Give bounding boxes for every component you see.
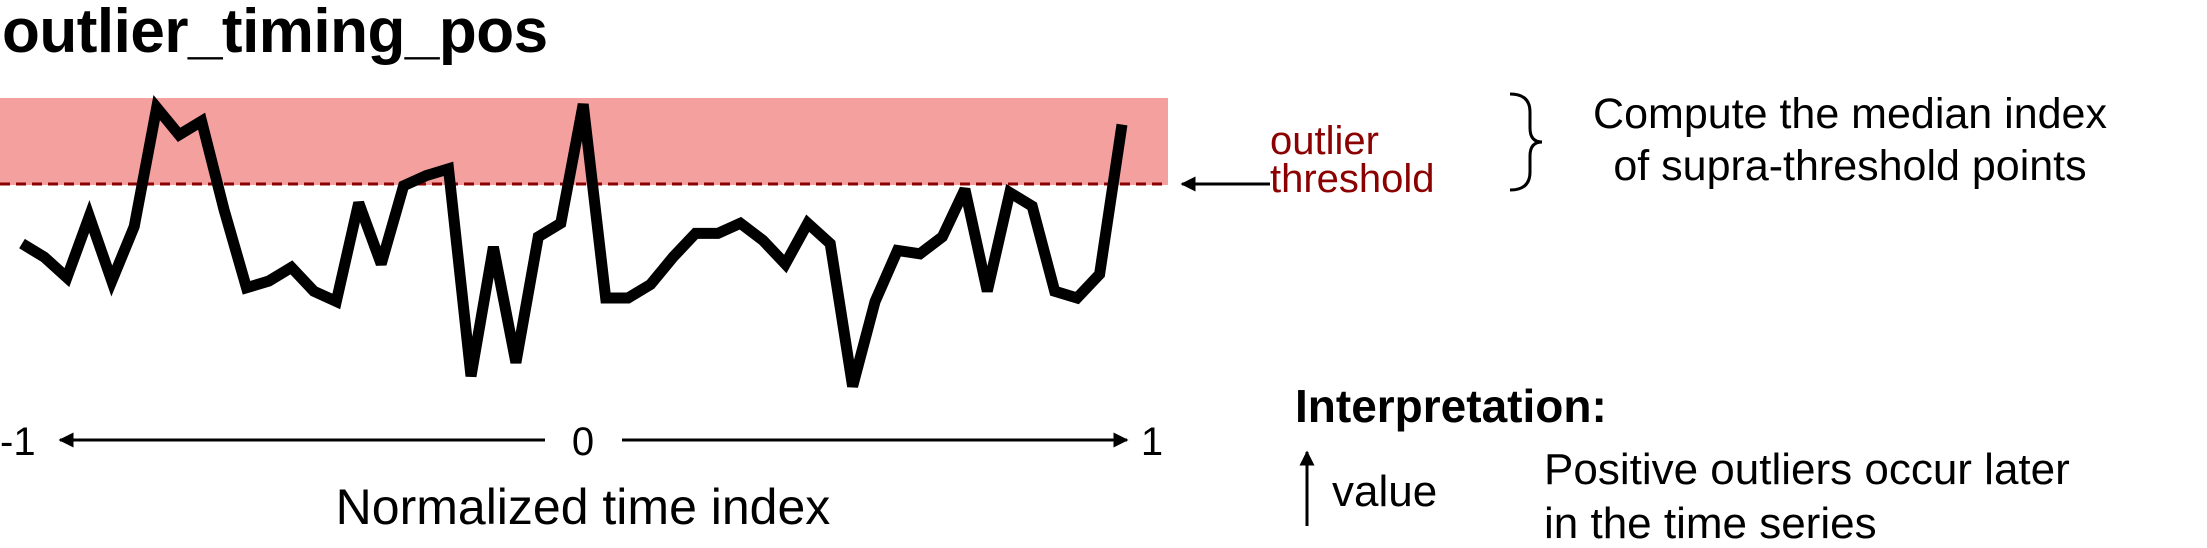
interpretation-text-line2: in the time series — [1544, 499, 1877, 548]
note-line1: Compute the median index — [1593, 90, 2107, 138]
tick-label-mid: 0 — [572, 420, 594, 464]
threshold-label-line2: threshold — [1270, 157, 1435, 201]
brace-icon — [1509, 92, 1543, 192]
interpretation-heading: Interpretation: — [1295, 380, 1607, 432]
time-series-line — [19, 95, 1128, 388]
tick-label-max: 1 — [1141, 420, 1163, 464]
axis-label: Normalized time index — [336, 479, 831, 535]
note-line2: of supra-threshold points — [1613, 142, 2086, 190]
interpretation-text-line1: Positive outliers occur later — [1544, 445, 2070, 494]
interpretation-key: value — [1332, 467, 1437, 516]
chart-title: outlier_timing_pos — [2, 0, 548, 66]
tick-label-min: -1 — [0, 420, 36, 464]
threshold-label-line1: outlier — [1270, 119, 1379, 163]
